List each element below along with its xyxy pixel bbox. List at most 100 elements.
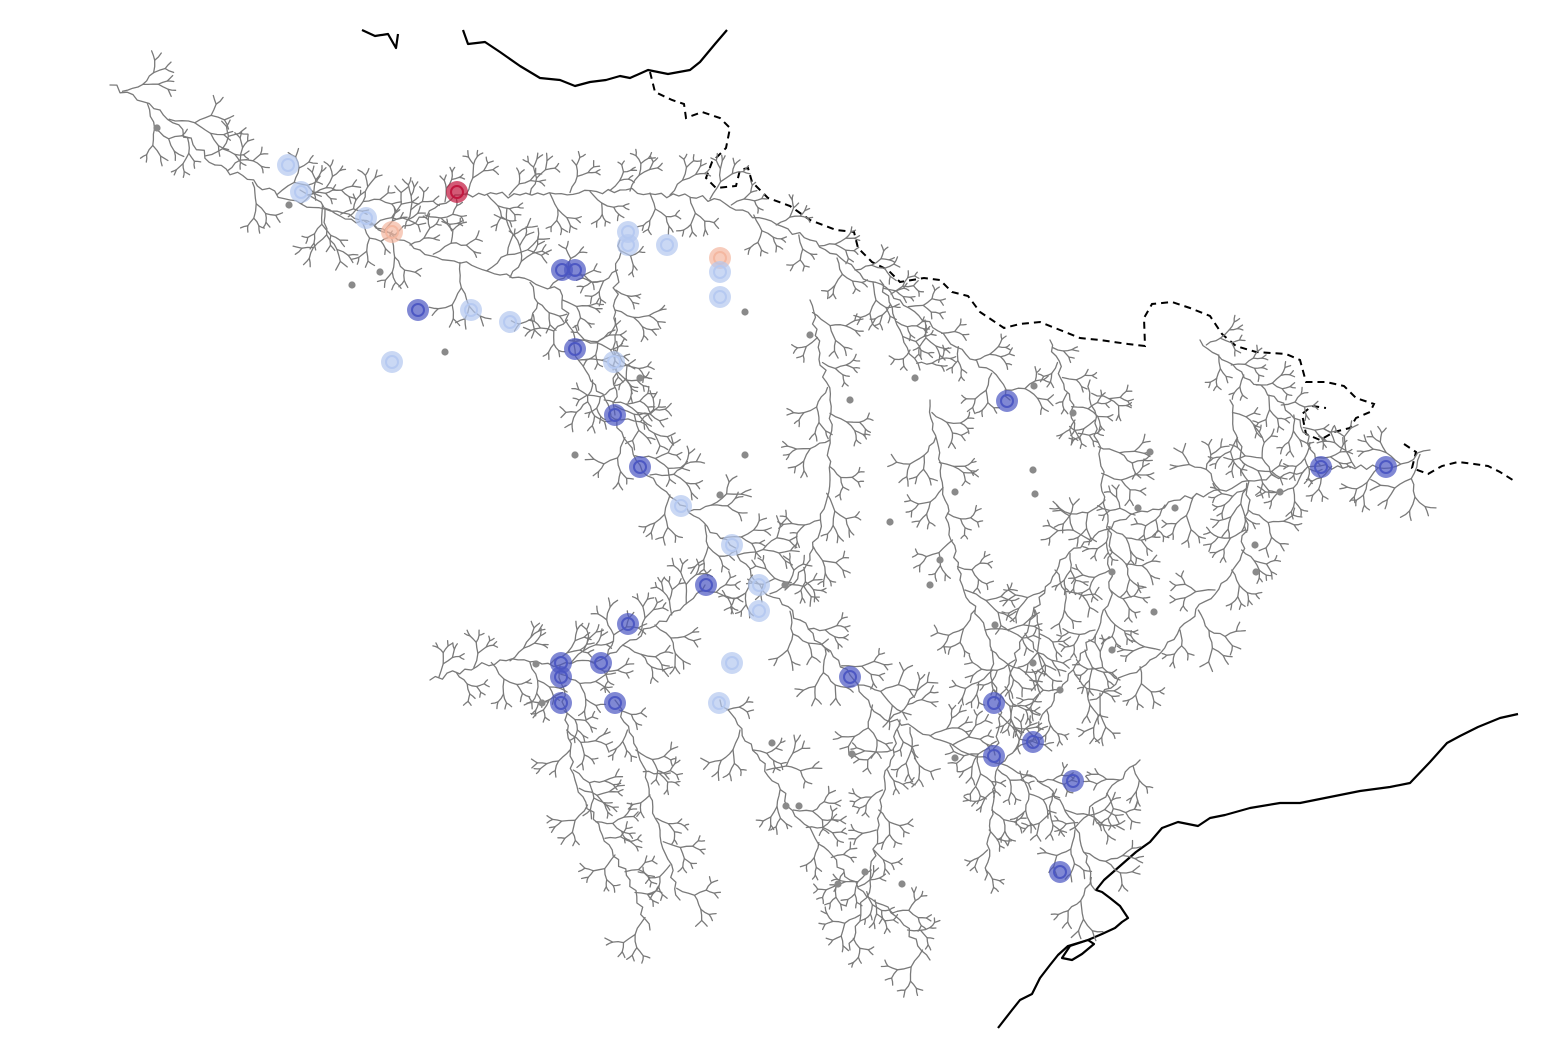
station-marker[interactable] [446, 181, 468, 203]
river-segment [474, 238, 483, 242]
station-marker[interactable] [695, 574, 717, 596]
river-segment [853, 237, 861, 242]
river-segment [674, 652, 684, 662]
river-segment [242, 154, 250, 160]
station-marker[interactable] [629, 456, 651, 478]
river-segment [146, 103, 156, 130]
river-segment [1261, 357, 1269, 361]
station-marker[interactable] [460, 299, 482, 321]
river-segment [1125, 537, 1131, 552]
station-marker[interactable] [407, 299, 429, 321]
river-segment [1252, 350, 1258, 359]
river-segment [917, 501, 931, 505]
river-segment [917, 917, 922, 927]
station-marker[interactable] [277, 154, 299, 176]
river-segment [654, 208, 667, 218]
river-segment [544, 716, 550, 721]
river-segment [864, 428, 872, 433]
station-marker[interactable] [721, 652, 743, 674]
river-segment [861, 281, 868, 288]
station-marker[interactable] [996, 390, 1018, 412]
river-segment [530, 327, 542, 332]
station-marker[interactable] [839, 666, 861, 688]
river-segment [1126, 797, 1133, 802]
station-marker[interactable] [604, 404, 626, 426]
river-segment [603, 776, 616, 782]
river-segment [1175, 572, 1183, 578]
river-segment [929, 921, 936, 929]
river-segment [758, 542, 766, 547]
river-segment [576, 171, 589, 178]
river-segment [582, 277, 592, 283]
river-segment [975, 693, 980, 704]
river-segment [1114, 623, 1126, 632]
river-segment [640, 707, 647, 714]
river-segment [1257, 418, 1267, 424]
main-river-segment [619, 187, 721, 203]
station-marker[interactable] [709, 261, 731, 283]
river-segment [1132, 766, 1140, 781]
river-segment [1125, 699, 1130, 706]
river-segment [588, 631, 597, 640]
station-marker[interactable] [670, 495, 692, 517]
river-segment [532, 158, 538, 168]
river-segment [959, 517, 972, 520]
station-marker[interactable] [1062, 770, 1084, 792]
river-segment [1256, 577, 1260, 585]
river-segment [885, 305, 895, 309]
river-segment [840, 898, 849, 901]
station-marker[interactable] [590, 652, 612, 674]
river-segment [294, 147, 300, 158]
river-segment [928, 477, 932, 486]
river-segment [803, 406, 818, 414]
river-segment [384, 248, 391, 254]
river-segment [800, 470, 805, 479]
station-marker[interactable] [1310, 456, 1332, 478]
station-marker[interactable] [550, 692, 572, 714]
river-segment [264, 212, 267, 223]
station-marker[interactable] [604, 692, 626, 714]
station-marker[interactable] [564, 259, 586, 281]
station-marker[interactable] [355, 207, 377, 229]
station-marker[interactable] [1049, 861, 1071, 883]
station-marker[interactable] [617, 613, 639, 635]
river-segment [1008, 582, 1013, 591]
station-marker[interactable] [1375, 456, 1397, 478]
river-segment [638, 162, 642, 176]
station-marker[interactable] [617, 234, 639, 256]
river-segment [477, 646, 487, 654]
station-marker[interactable] [709, 286, 731, 308]
station-marker[interactable] [564, 338, 586, 360]
station-marker[interactable] [603, 351, 625, 373]
station-marker[interactable] [721, 534, 743, 556]
station-marker[interactable] [381, 351, 403, 373]
station-marker[interactable] [983, 745, 1005, 767]
river-segment [792, 747, 803, 754]
station-marker[interactable] [708, 692, 730, 714]
river-segment [668, 576, 671, 583]
river-segment [1007, 791, 1012, 801]
river-segment [121, 83, 144, 92]
river-segment [623, 355, 630, 362]
river-segment [502, 693, 508, 704]
river-segment [1227, 459, 1234, 468]
station-marker[interactable] [656, 234, 678, 256]
river-segment [965, 701, 973, 706]
river-segment [183, 170, 191, 176]
station-marker[interactable] [983, 692, 1005, 714]
station-marker[interactable] [381, 221, 403, 243]
station-marker[interactable] [290, 181, 312, 203]
river-segment [1071, 406, 1089, 410]
river-segment [1088, 432, 1098, 436]
river-segment [695, 573, 707, 576]
station-marker[interactable] [1022, 731, 1044, 753]
river-segment [640, 653, 653, 668]
station-marker[interactable] [499, 311, 521, 333]
station-marker[interactable] [748, 600, 770, 622]
river-segment [581, 754, 586, 764]
river-segment [1061, 428, 1071, 435]
gauge-point [1146, 448, 1154, 456]
station-marker[interactable] [550, 666, 572, 688]
river-segment [799, 767, 813, 772]
station-marker[interactable] [748, 574, 770, 596]
